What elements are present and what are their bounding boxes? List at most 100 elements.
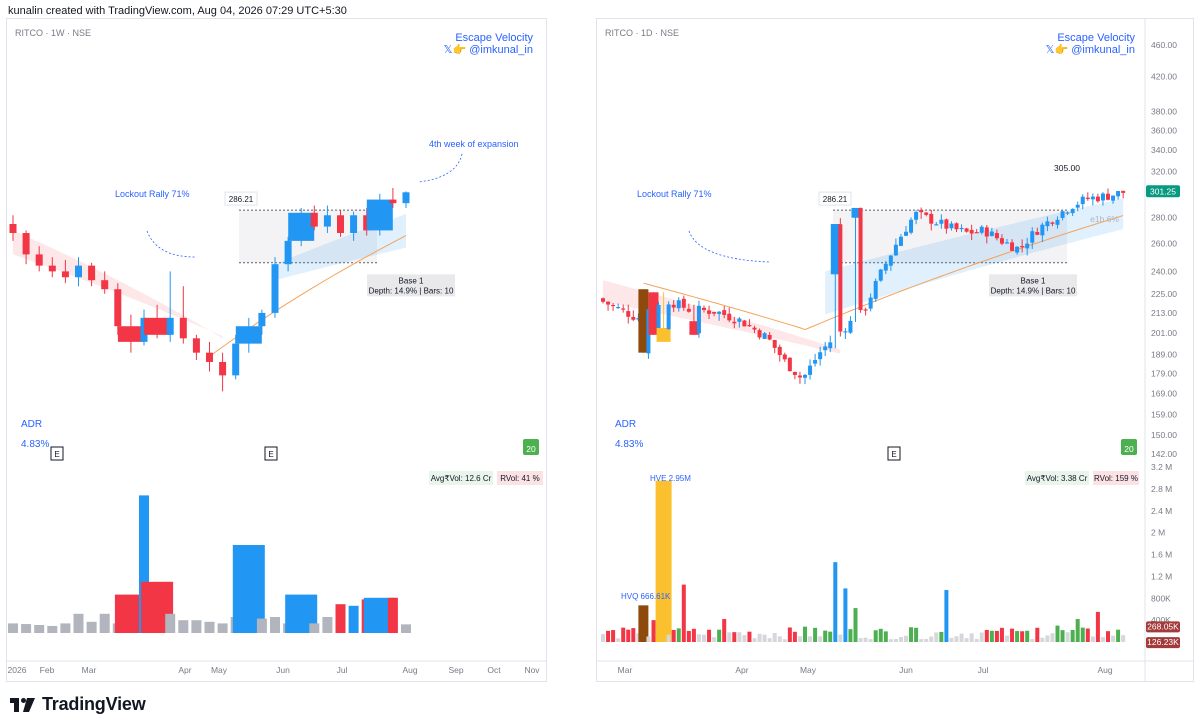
volume-bar [1055, 625, 1060, 642]
time-axis-tick: May [800, 665, 817, 675]
volume-bar [204, 621, 215, 633]
time-axis-tick: Nov [524, 665, 540, 675]
volume-bar [47, 625, 58, 633]
candle-body [727, 313, 732, 321]
ema-line [643, 215, 1124, 331]
price-axis-tick: 201.00 [1151, 328, 1177, 338]
weekly-chart-svg[interactable]: 460.00420.00380.00360.00340.00320.00300.… [7, 19, 547, 682]
tradingview-logo[interactable]: TradingView [10, 694, 146, 715]
daily-chart-panel[interactable]: 460.00420.00380.00360.00340.00320.00300.… [596, 18, 1194, 682]
volume-bar [1116, 629, 1121, 642]
candle-body [1080, 196, 1085, 205]
pivot-tag-bg [818, 191, 852, 206]
candle-body [350, 215, 358, 233]
price-axis-tick: 340.00 [1151, 145, 1177, 155]
volume-bar [782, 639, 787, 642]
volume-bar [681, 584, 686, 642]
candle-body [22, 232, 30, 255]
volume-bar [813, 627, 818, 642]
candle-body [1045, 221, 1050, 227]
price-axis-tick: 150.00 [1151, 430, 1177, 440]
volume-bar [631, 628, 636, 642]
price-axis-tick: 169.00 [1151, 388, 1177, 398]
watermark-title: Escape Velocity [455, 32, 533, 44]
candle-body [1015, 246, 1020, 253]
volume-bar [858, 638, 863, 642]
volume-bar [655, 480, 672, 642]
last-price-badge-bg [1146, 185, 1180, 198]
volume-bar [853, 608, 858, 642]
candle-body [1040, 224, 1045, 236]
volume-bar [671, 629, 676, 642]
candle-body [767, 334, 772, 340]
earnings-marker: E [891, 450, 896, 459]
volume-bar [752, 638, 757, 642]
volume-bar [1070, 629, 1075, 642]
candle-body [818, 352, 823, 360]
volume-bar [898, 637, 903, 642]
volume-bar [732, 632, 737, 642]
adr-label: ADR [615, 419, 636, 430]
earnings-marker-box [264, 446, 278, 461]
candle-body [1055, 219, 1060, 225]
price-axis-tick: 189.00 [1151, 350, 1177, 360]
candle-body [878, 269, 883, 281]
candle-body [166, 317, 174, 335]
expansion-arrow [418, 153, 463, 183]
volume-badge-1-bg [1146, 621, 1180, 633]
daily-chart-svg[interactable]: 460.00420.00380.00360.00340.00320.00300.… [597, 19, 1194, 682]
candle-body [686, 308, 691, 312]
candle-body [792, 371, 797, 375]
candle-body [288, 212, 315, 241]
earnings-marker-box [887, 446, 901, 461]
watermark-handle: 𝕏👉 @imkunal_in [1046, 43, 1135, 56]
time-axis-tick: Sep [448, 665, 463, 675]
tradingview-brand: TradingView [42, 694, 146, 714]
volume-bar [638, 605, 649, 642]
candle-body [777, 346, 782, 356]
lockout-rally-label: Lockout Rally 71% [637, 189, 712, 199]
volume-bar [944, 590, 949, 642]
volume-bar [1075, 619, 1080, 642]
volume-bar [979, 632, 984, 642]
symbol-label: RITCO · 1W · NSE [15, 28, 91, 38]
period-high-label: 305.00 [1054, 163, 1080, 173]
candle-body [994, 233, 999, 239]
volume-bar [191, 620, 202, 633]
candle-body [934, 224, 939, 226]
weekly-chart-panel[interactable]: 460.00420.00380.00360.00340.00320.00300.… [6, 18, 547, 682]
volume-bar [616, 638, 621, 642]
candle-body [969, 229, 974, 234]
volume-bar [686, 630, 691, 642]
volume-bar [1050, 633, 1055, 642]
candle-body [782, 354, 787, 360]
adr-label: ADR [21, 419, 42, 430]
lockout-rally-arrow [688, 230, 770, 263]
candle-body [803, 374, 807, 378]
volume-bar [929, 636, 934, 642]
price-axis-tick: 420.00 [1151, 72, 1177, 82]
volume-bar [322, 617, 333, 633]
candle-body [924, 212, 929, 215]
candle-body [888, 255, 893, 266]
volume-bar [666, 634, 671, 642]
volume-bar [863, 637, 868, 642]
volume-axis-tick: 2.8 M [1151, 484, 1172, 494]
candle-body [742, 320, 747, 327]
candle-body [883, 263, 888, 271]
expansion-label: 4th week of expansion [429, 139, 519, 149]
candle-body [707, 310, 712, 314]
candle-body [179, 317, 187, 339]
volume-axis-tick: 1.2 M [1151, 571, 1172, 581]
candle-body [75, 265, 82, 278]
symbol-label: RITCO · 1D · NSE [605, 28, 679, 38]
candle-body [1075, 204, 1080, 208]
hvq-label: HVQ 666.61K [621, 592, 671, 601]
candle-body [830, 224, 840, 275]
time-axis-tick: Apr [178, 665, 191, 675]
volume-bar [651, 620, 656, 642]
volume-bar [1106, 631, 1110, 642]
volume-bar [626, 629, 631, 642]
volume-bar [1040, 637, 1045, 642]
ema-distance-tag: e1b 6% [1090, 214, 1119, 224]
